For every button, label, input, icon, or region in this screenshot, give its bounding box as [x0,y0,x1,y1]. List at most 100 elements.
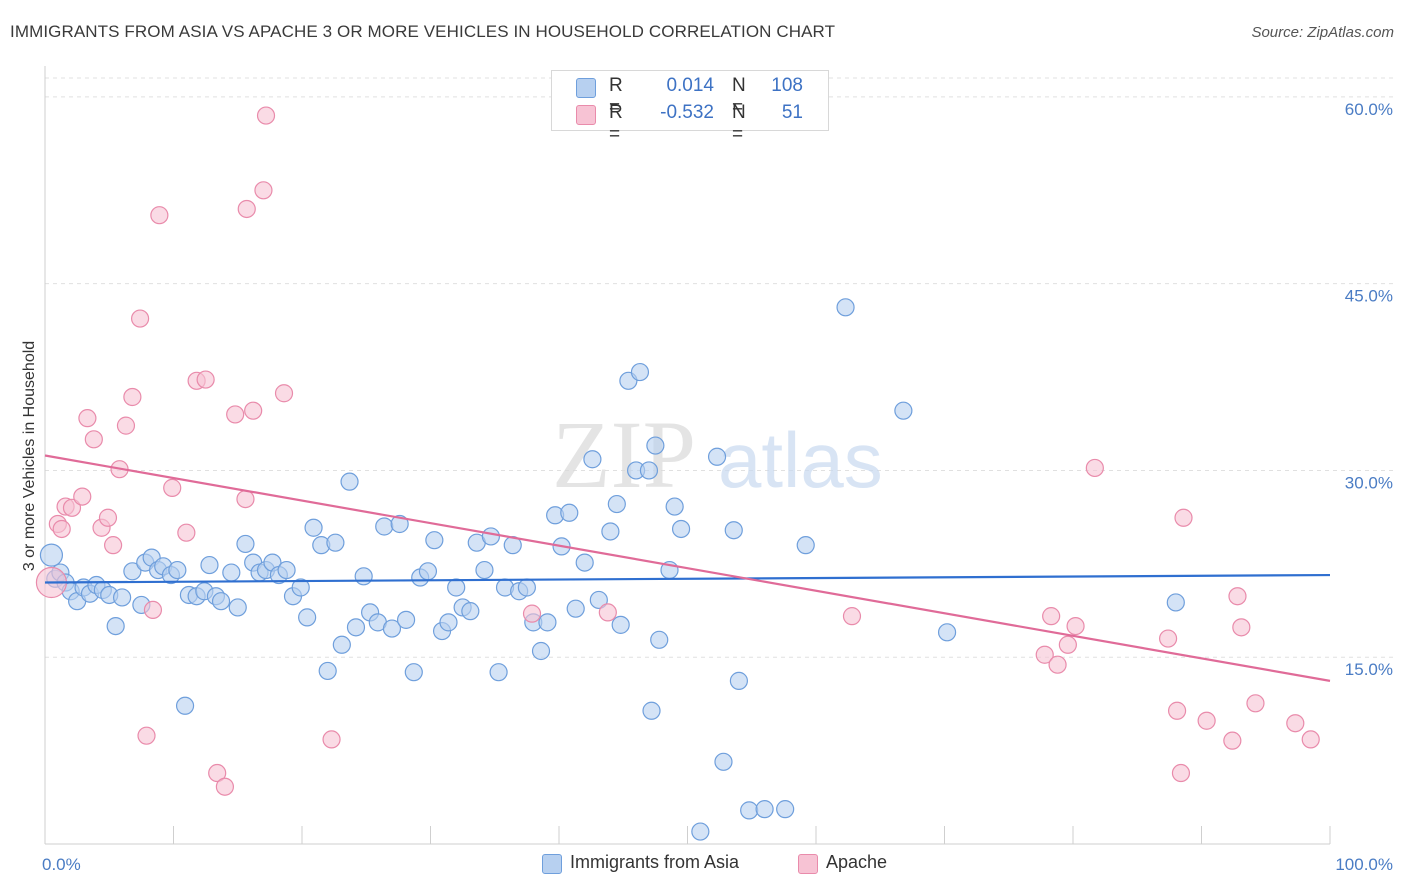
watermark-atlas: atlas [718,416,883,504]
point-asia [475,560,494,580]
point-asia [538,613,557,632]
tick-labels: 15.0% 30.0% 45.0% 60.0% 0.0% 100.0% [42,100,1393,874]
point-apache [1246,694,1265,713]
point-asia [418,562,438,581]
legend: R = 0.014 N = 108 R = -0.532 N = 51 [551,70,829,145]
point-apache [1232,618,1251,637]
axes [44,66,1331,845]
point-asia [332,635,351,654]
chart-title: IMMIGRANTS FROM ASIA VS APACHE 3 OR MORE… [10,22,836,41]
x-tick-label: 100.0% [1335,855,1393,874]
point-asia [481,527,500,546]
y-tick-label: 15.0% [1345,660,1393,679]
point-asia [200,555,219,575]
point-apache [322,730,341,749]
point-asia [175,696,195,715]
trend-lines [44,454,1331,682]
point-asia [318,661,337,681]
point-asia [650,630,669,649]
legend-r-value: -0.532 [660,102,714,123]
point-asia [168,560,187,580]
point-apache [1066,616,1085,636]
point-asia [566,599,585,618]
point-asia [611,615,630,634]
point-asia [607,494,626,514]
legend-swatch-asia [576,78,596,98]
legend-r-label: R = [609,102,623,145]
point-apache [1301,730,1320,749]
legend-r-value: 0.014 [666,75,714,96]
point-asia [404,663,423,682]
point-asia [228,598,247,617]
point-apache [1158,629,1178,648]
point-asia [729,671,749,690]
point-apache [52,519,71,539]
point-apache [237,199,256,219]
point-apache [1048,655,1067,674]
point-apache [177,523,196,542]
point-asia [575,553,594,572]
trend-line-apache [44,454,1331,682]
trend-line-asia [44,573,1331,584]
point-asia [354,567,373,586]
point-asia [714,752,733,771]
point-apache [104,536,123,555]
legend-swatch-apache [576,105,596,125]
point-asia [740,801,759,820]
legend-n-value: 51 [781,102,803,123]
point-apache [1174,508,1193,527]
point-apache [98,508,118,527]
point-apache [1286,714,1305,733]
point-asia [222,563,241,582]
point-apache [1167,701,1187,720]
point-asia [642,701,661,720]
gridlines [45,77,1395,658]
point-apache [274,384,294,403]
x-tick-label: 0.0% [42,855,81,874]
point-apache [226,405,245,424]
point-asia [630,362,650,382]
point-asia [439,613,458,632]
point-asia [601,522,620,541]
point-asia [583,450,602,469]
point-asia [531,641,551,661]
legend-n-label: N = [732,75,746,118]
point-asia [671,519,691,539]
point-apache [73,487,92,506]
y-tick-label: 45.0% [1345,287,1393,306]
point-apache [62,498,82,517]
point-asia [390,514,409,534]
point-asia [937,623,957,642]
point-asia [382,619,402,638]
y-tick-label: 60.0% [1345,100,1393,119]
point-asia [560,503,579,522]
point-asia [796,536,815,555]
point-apache [1042,607,1061,626]
point-apache [78,409,97,428]
point-asia [691,822,710,841]
point-asia [375,517,394,536]
point-apache [1058,635,1077,654]
point-asia [340,472,359,491]
point-asia [836,298,855,317]
point-asia [298,608,317,627]
point-asia [665,497,684,516]
bottom-legend-swatch-asia [542,854,562,874]
point-apache [123,387,142,407]
point-apache [1223,731,1242,750]
point-apache [1171,763,1191,783]
point-asia [425,531,444,550]
point-asia [236,534,255,554]
point-asia [894,401,913,420]
legend-r-label: R = [609,75,623,118]
point-asia [123,562,142,581]
legend-n-label: N = [732,102,746,145]
point-asia [517,578,536,597]
point-asia [277,560,296,580]
point-asia [461,602,480,621]
point-asia [304,518,323,537]
point-apache [254,181,273,200]
point-apache [598,603,617,622]
point-apache [163,478,182,497]
